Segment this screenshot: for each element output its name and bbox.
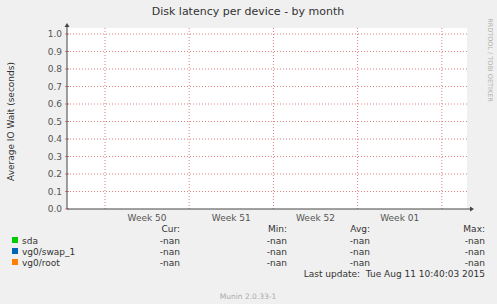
legend-value: -nan [465, 247, 485, 257]
background [0, 0, 497, 304]
legend-value: -nan [267, 247, 287, 257]
y-tick-label: 0.5 [48, 117, 62, 127]
legend-value: -nan [267, 258, 287, 268]
y-axis-label: Average IO Wait (seconds) [6, 62, 16, 181]
watermark: RRDTOOL / TOBI OETIKER [486, 18, 494, 102]
title: Disk latency per device - by month [152, 5, 345, 18]
x-grid-line [105, 28, 106, 209]
y-tick-label: 0.8 [48, 64, 63, 74]
y-tick-label: 0.9 [48, 47, 63, 57]
y-grid-line [67, 51, 467, 52]
plot-area [67, 28, 467, 209]
last-update: Last update: Tue Aug 11 10:40:03 2015 [304, 269, 485, 279]
legend-label: sda [22, 236, 38, 246]
legend-value: -nan [350, 258, 370, 268]
x-grid-line [189, 28, 190, 209]
x-tick-label: Week 50 [128, 213, 167, 223]
y-grid-line [67, 104, 467, 105]
y-axis [67, 26, 68, 209]
legend-swatch [12, 237, 18, 243]
chart: Disk latency per device - by month Averag… [0, 0, 497, 304]
y-tick-label: 1.0 [48, 29, 63, 39]
y-grid-line [67, 139, 467, 140]
legend-value: -nan [160, 236, 180, 246]
x-grid-line [441, 28, 442, 209]
legend-value: -nan [350, 236, 370, 246]
x-tick-label: Week 01 [380, 213, 419, 223]
legend-value: -nan [350, 247, 370, 257]
y-tick-label: 0.1 [48, 187, 62, 197]
y-grid-line [67, 121, 467, 122]
x-tick-label: Week 51 [212, 213, 251, 223]
legend-column-header: Avg: [350, 224, 370, 234]
legend-value: -nan [465, 236, 485, 246]
y-grid-line [67, 191, 467, 192]
footer: Munin 2.0.33-1 [220, 292, 277, 301]
y-grid-line [67, 34, 467, 35]
legend-column-header: Min: [268, 224, 287, 234]
y-axis-arrow [65, 23, 70, 27]
y-grid-line [67, 69, 467, 70]
y-tick-label: 0.6 [48, 99, 63, 109]
x-tick-label: Week 52 [296, 213, 335, 223]
legend-label: vg0/swap_1 [22, 247, 75, 257]
x-grid-line [273, 28, 274, 209]
legend-swatch [12, 248, 18, 254]
legend-value: -nan [465, 258, 485, 268]
legend-value: -nan [160, 258, 180, 268]
y-grid-line [67, 156, 467, 157]
y-tick-label: 0.2 [48, 169, 62, 179]
y-grid-line [67, 86, 467, 87]
legend-column-header: Cur: [161, 224, 180, 234]
y-grid-line [67, 174, 467, 175]
legend-column-header: Max: [463, 224, 485, 234]
legend-value: -nan [160, 247, 180, 257]
legend-value: -nan [267, 236, 287, 246]
y-tick-label: 0.3 [48, 152, 62, 162]
y-tick-label: 0.7 [48, 82, 62, 92]
y-tick-label: 0.4 [48, 134, 63, 144]
x-axis-arrow [470, 207, 474, 212]
x-grid-line [357, 28, 358, 209]
legend-swatch [12, 259, 18, 265]
x-axis [67, 209, 471, 210]
legend-label: vg0/root [22, 258, 60, 268]
y-tick-label: 0.0 [48, 204, 63, 214]
